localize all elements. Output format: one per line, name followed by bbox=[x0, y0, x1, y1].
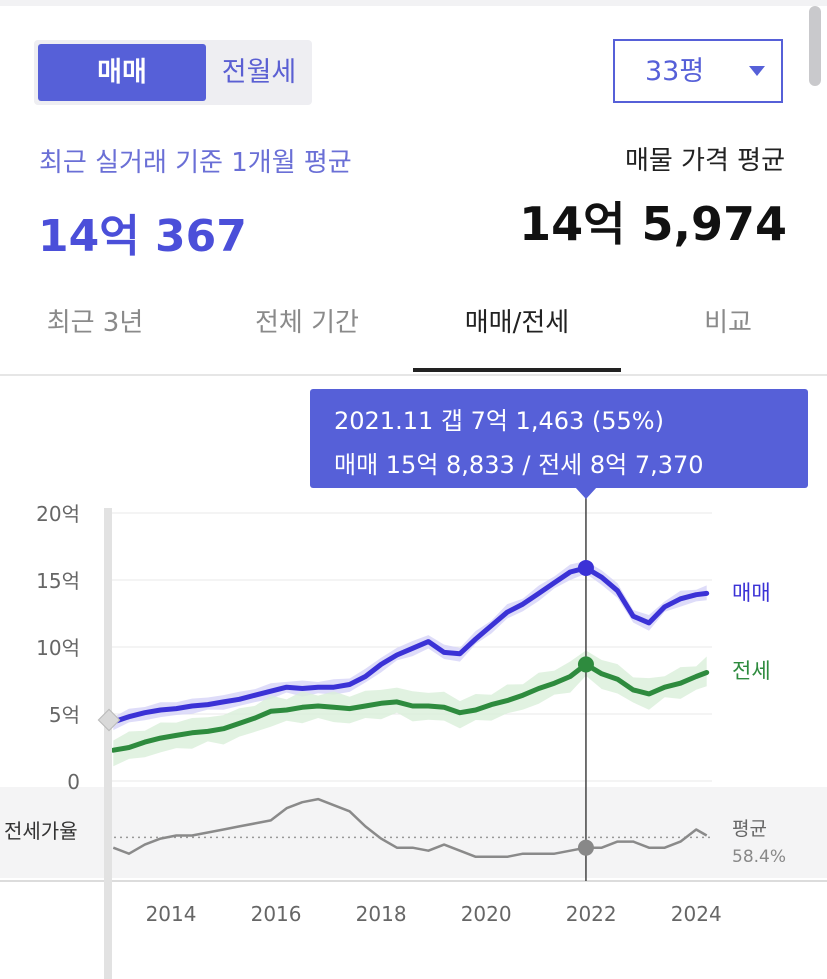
range-slider-track[interactable] bbox=[104, 508, 112, 979]
sale-range-band bbox=[113, 561, 707, 731]
scrollbar-thumb[interactable] bbox=[809, 6, 821, 86]
tab-sale-jeonse[interactable]: 매매/전세 bbox=[464, 308, 570, 338]
sale-series-label: 매매 bbox=[732, 581, 771, 605]
deal-type-sale-button[interactable]: 매매 bbox=[38, 44, 206, 101]
x-tick-label: 2018 bbox=[356, 902, 407, 926]
ratio-panel-background bbox=[0, 787, 827, 878]
period-tabs: 최근 3년 전체 기간 매매/전세 비교 bbox=[0, 290, 827, 375]
x-tick-label: 2014 bbox=[146, 902, 197, 926]
tab-all-period[interactable]: 전체 기간 bbox=[255, 308, 359, 338]
ratio-highlight-point bbox=[577, 839, 594, 856]
top-edge bbox=[0, 0, 827, 6]
deal-type-rent-button[interactable]: 전월세 bbox=[221, 57, 297, 88]
chart-tooltip: 2021.11 갭 7억 1,463 (55%) 매매 15억 8,833 / … bbox=[310, 389, 808, 488]
y-tick-label: 5억 bbox=[49, 703, 80, 727]
sale-highlight-point bbox=[577, 559, 594, 576]
y-tick-label: 10억 bbox=[36, 636, 80, 660]
section-divider bbox=[0, 374, 827, 376]
ratio-panel-label: 전세가율 bbox=[4, 819, 78, 843]
x-tick-label: 2016 bbox=[251, 902, 302, 926]
price-trend-chart[interactable]: 20억 15억 10억 5억 0 2014 2016 2018 2020 2022 2024 매매전세… bbox=[0, 376, 827, 979]
ratio-average-label: 평균 bbox=[732, 818, 767, 840]
listing-average-label: 매물 가격 평균 bbox=[624, 146, 785, 176]
x-tick-label: 2024 bbox=[671, 902, 722, 926]
recent-average-value: 14억 367 bbox=[38, 211, 247, 262]
listing-average-value: 14억 5,974 bbox=[519, 197, 787, 251]
jeonse-price-line bbox=[110, 661, 710, 753]
area-select[interactable]: 33평 bbox=[613, 39, 783, 103]
tab-compare[interactable]: 비교 bbox=[704, 308, 752, 338]
sale-price-line bbox=[110, 565, 710, 725]
deal-type-toggle: 매매 전월세 bbox=[34, 40, 312, 105]
x-tick-label: 2022 bbox=[566, 902, 617, 926]
tooltip-price-line: 매매 15억 8,833 / 전세 8억 7,370 bbox=[334, 451, 704, 479]
y-tick-label: 0 bbox=[67, 770, 80, 794]
tooltip-gap-line: 2021.11 갭 7억 1,463 (55%) bbox=[334, 407, 664, 435]
jeonse-highlight-point bbox=[577, 656, 594, 673]
recent-average-label: 최근 실거래 기준 1개월 평균 bbox=[39, 148, 352, 178]
tooltip-pointer bbox=[575, 487, 597, 499]
tab-recent-3y[interactable]: 최근 3년 bbox=[46, 308, 144, 338]
ratio-average-value: 58.4% bbox=[732, 847, 786, 867]
active-tab-indicator bbox=[413, 368, 621, 372]
jeonse-ratio-line bbox=[112, 797, 708, 859]
y-tick-label: 15억 bbox=[36, 569, 80, 593]
jeonse-series-label: 전세 bbox=[732, 659, 771, 683]
y-tick-label: 20억 bbox=[36, 502, 80, 526]
area-select-value: 33평 bbox=[645, 56, 705, 87]
caret-down-icon bbox=[749, 66, 765, 76]
x-tick-label: 2020 bbox=[461, 902, 512, 926]
